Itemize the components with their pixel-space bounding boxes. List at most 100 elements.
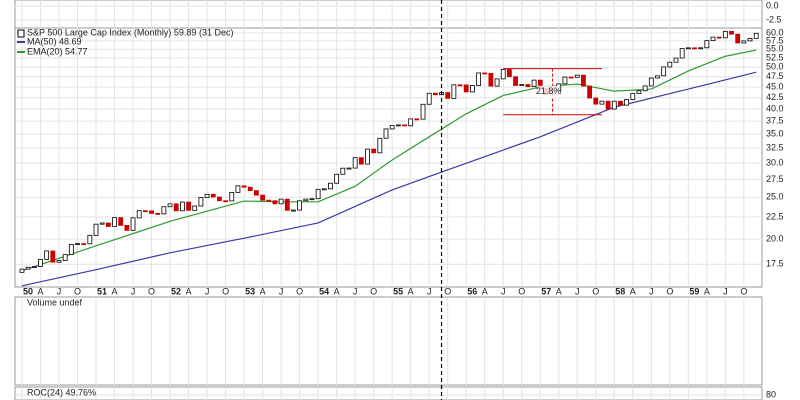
candle [593,97,599,105]
y-tick-label: 40.0 [766,103,784,113]
candle [358,157,364,165]
candle [414,118,420,121]
candle [482,72,488,75]
candle [105,222,111,227]
candle [611,100,617,110]
y-tick-label: 45.0 [766,81,784,91]
candle [340,167,346,175]
candle [136,210,142,219]
candle [383,128,389,139]
panel-title: ROC(24) 49.76% [27,387,96,397]
candle [130,217,136,231]
x-tick-label: O [740,286,747,296]
candle [395,124,401,127]
candle [278,198,284,205]
candle [81,243,87,246]
candle [389,125,395,130]
legend-icon [17,29,25,38]
candle [235,185,241,193]
candle [173,203,179,212]
x-tick-label: 56 [467,286,477,296]
candle [463,84,469,93]
x-tick-label: J [353,286,358,296]
candle [87,234,93,245]
x-tick-label: A [112,286,118,296]
y-tick-label: -2.5 [766,14,782,24]
candle [587,85,593,99]
y-tick-label: 27.5 [766,174,784,184]
x-tick-label: A [408,286,414,296]
x-tick-label: 55 [393,286,403,296]
y-tick-label: 0.0 [766,0,779,10]
candle [525,84,531,88]
candle [210,193,216,198]
candle [605,100,611,110]
y-tick-label: 17.5 [766,259,784,269]
candle [402,124,407,127]
candle [735,33,741,44]
candle [476,72,481,86]
candle [68,243,74,256]
candle [309,198,315,201]
y-tick-label: 37.5 [766,116,784,126]
candle [729,30,734,35]
candle [167,203,173,208]
candle [124,225,130,231]
annotation-text: 21.8% [536,86,562,96]
candle [284,198,290,211]
x-tick-label: J [649,286,654,296]
candle [408,118,414,127]
panel-title: Volume undef [27,297,83,307]
x-tick-label: A [556,286,562,296]
candle [432,92,438,96]
candle [365,148,370,165]
candle [377,137,383,154]
x-tick-label: J [131,286,136,296]
y-tick-label: 22.5 [766,211,784,221]
candle [241,185,247,188]
candle [716,36,722,39]
panel-frame [14,27,763,288]
candle [118,217,124,226]
annotation-bg [537,85,560,98]
candle [673,57,679,63]
candle [31,266,37,268]
x-tick-label: O [444,286,451,296]
candle [562,76,568,85]
x-tick-label: O [592,286,599,296]
indicator-line [21,71,757,287]
x-tick-label: A [37,286,43,296]
candle [19,268,25,273]
candle [630,93,636,100]
y-tick-label: 80 [766,390,776,400]
x-tick-label: O [148,286,155,296]
y-tick-label: 50.0 [766,62,784,72]
candle [112,217,117,227]
x-tick-label: A [334,286,340,296]
x-tick-label: J [723,286,728,296]
candle [451,84,457,99]
candle [352,157,358,169]
candle [50,250,56,263]
y-tick-label: 32.5 [766,142,784,152]
candle [685,47,691,50]
y-tick-label: 20.0 [766,234,784,244]
candle [198,197,204,207]
candle [44,250,50,260]
y-tick-label: 25.0 [766,192,784,202]
candle [519,84,525,86]
x-tick-label: 53 [245,286,255,296]
candle [753,32,759,39]
candle [149,210,154,214]
candle [655,75,660,79]
x-tick-label: J [205,286,210,296]
candle [303,198,309,202]
candle [62,254,68,262]
x-tick-label: O [74,286,81,296]
panel-frame [14,0,763,29]
x-tick-label: O [296,286,303,296]
candle [254,190,259,196]
y-tick-label: 47.5 [766,71,784,81]
x-tick-label: 57 [541,286,551,296]
x-tick-label: O [222,286,229,296]
